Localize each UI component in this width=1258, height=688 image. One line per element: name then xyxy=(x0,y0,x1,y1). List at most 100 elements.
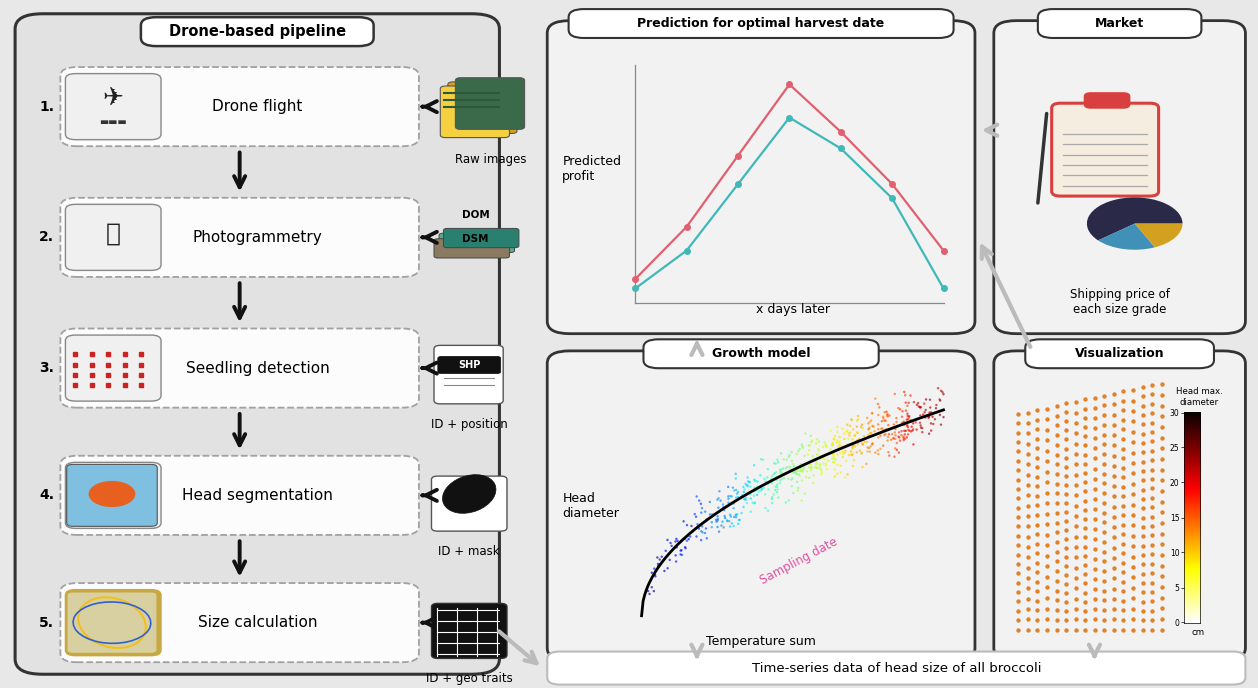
Text: ID + mask: ID + mask xyxy=(439,545,499,558)
Point xyxy=(862,427,882,438)
Point xyxy=(765,473,785,484)
Point xyxy=(828,442,848,453)
Point xyxy=(878,420,898,431)
Point xyxy=(823,438,843,449)
Point xyxy=(761,477,781,488)
FancyBboxPatch shape xyxy=(547,652,1245,685)
Point xyxy=(824,457,844,468)
Point xyxy=(862,438,882,449)
Point xyxy=(823,449,843,460)
Point xyxy=(878,435,898,446)
Text: Temperature sum: Temperature sum xyxy=(706,635,816,648)
Point xyxy=(902,425,922,436)
Point xyxy=(849,433,869,444)
Point xyxy=(707,515,727,526)
Point xyxy=(833,448,853,459)
Point xyxy=(791,459,811,470)
Point xyxy=(745,482,765,493)
Point xyxy=(790,444,810,455)
Point xyxy=(770,477,790,488)
Point xyxy=(762,471,782,482)
Point xyxy=(767,479,788,490)
Point xyxy=(874,407,894,418)
Point xyxy=(845,441,866,452)
Point xyxy=(863,421,883,432)
Point xyxy=(823,438,843,449)
FancyBboxPatch shape xyxy=(439,233,515,252)
Point xyxy=(751,485,771,496)
Point xyxy=(912,422,932,433)
Text: Head max.
diameter: Head max. diameter xyxy=(1176,387,1223,407)
Point xyxy=(834,433,854,444)
Point xyxy=(780,462,800,473)
Point xyxy=(725,485,745,496)
Point xyxy=(903,396,923,407)
Point xyxy=(668,535,688,546)
Point xyxy=(806,449,827,460)
Text: 🖥: 🖥 xyxy=(106,222,121,246)
Point xyxy=(835,445,855,456)
Point xyxy=(848,411,868,422)
Point xyxy=(847,427,867,438)
Point xyxy=(863,420,883,431)
Point xyxy=(824,434,844,445)
Point xyxy=(801,462,821,473)
Point xyxy=(697,533,717,544)
FancyBboxPatch shape xyxy=(65,462,161,528)
Point xyxy=(789,482,809,493)
Point xyxy=(713,522,733,533)
Point xyxy=(811,466,832,477)
Point xyxy=(757,505,777,516)
Text: DOM: DOM xyxy=(462,210,489,220)
Point xyxy=(868,409,888,420)
Point xyxy=(806,457,827,468)
Point xyxy=(925,413,945,424)
Point xyxy=(784,461,804,472)
Point xyxy=(897,417,917,428)
Point xyxy=(892,430,912,441)
Point xyxy=(868,449,888,460)
Point xyxy=(648,561,668,572)
Point xyxy=(877,406,897,417)
Point xyxy=(911,402,931,413)
Point xyxy=(848,414,868,425)
Point xyxy=(743,460,764,471)
Point xyxy=(686,511,706,522)
Point xyxy=(728,486,749,497)
FancyBboxPatch shape xyxy=(65,74,161,140)
Point xyxy=(654,566,674,577)
Point xyxy=(752,484,772,495)
Point xyxy=(857,412,877,423)
Point xyxy=(930,409,950,420)
Point xyxy=(903,418,923,429)
Point xyxy=(844,431,864,442)
Point xyxy=(810,451,830,462)
Point xyxy=(766,475,786,486)
Point xyxy=(723,482,743,493)
Point xyxy=(888,402,908,413)
Text: Head
diameter: Head diameter xyxy=(562,492,619,519)
Point xyxy=(762,497,782,508)
Point xyxy=(898,412,918,423)
Text: 1.: 1. xyxy=(39,100,54,114)
Point xyxy=(707,516,727,527)
Text: Growth model: Growth model xyxy=(712,347,810,361)
Point xyxy=(816,441,837,452)
Point xyxy=(898,422,918,433)
Point xyxy=(911,410,931,421)
Point xyxy=(756,503,776,514)
Point xyxy=(915,407,935,418)
Point xyxy=(926,400,946,411)
Point xyxy=(756,476,776,487)
Point xyxy=(823,453,843,464)
Point xyxy=(727,488,747,499)
Point xyxy=(644,563,664,574)
Point xyxy=(884,451,905,462)
Text: x days later: x days later xyxy=(756,303,829,316)
Point xyxy=(726,509,746,520)
Point xyxy=(711,520,731,531)
Point xyxy=(645,571,665,582)
Point xyxy=(795,428,815,439)
Point xyxy=(853,462,873,473)
Point xyxy=(840,427,860,438)
